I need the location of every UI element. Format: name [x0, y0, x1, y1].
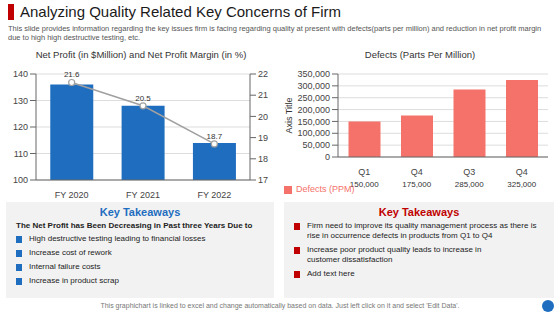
html-text:Defects (Parts Per Million): Defects (Parts Per Million) [364, 49, 476, 60]
svg-text:22: 22 [258, 69, 268, 79]
svg-text:120: 120 [13, 122, 28, 132]
html-text:Firm need to improve its quali: Firm need to improve its quality managem… [307, 221, 537, 240]
svg-text:150,000: 150,000 [297, 117, 330, 127]
html-text:The Net Profit has Been Decrea: The Net Profit has Been Decreasing in Pa… [16, 221, 253, 230]
svg-text:350,000: 350,000 [297, 69, 330, 79]
html-text:Net Profit (in $Million) and N: Net Profit (in $Million) and Net Profit … [35, 49, 247, 60]
html-text:Increase cost of rework: Increase cost of rework [29, 248, 112, 257]
svg-text:Q3: Q3 [463, 167, 475, 177]
svg-text:20.5: 20.5 [135, 94, 151, 103]
html-text:This slide provides informatio: This slide provides information regardin… [8, 24, 542, 42]
svg-text:200,000: 200,000 [297, 105, 330, 115]
html-text:Key Takeaways: Key Takeaways [99, 206, 181, 218]
svg-text:325,000: 325,000 [507, 180, 536, 189]
svg-text:100: 100 [13, 175, 28, 185]
svg-text:300,000: 300,000 [297, 81, 330, 91]
svg-text:19: 19 [258, 133, 268, 143]
svg-text:18.7: 18.7 [207, 132, 223, 141]
svg-text:150,000: 150,000 [350, 180, 379, 189]
svg-text:140: 140 [13, 69, 28, 79]
html-text:Internal failure costs: Internal failure costs [29, 262, 101, 271]
svg-text:Q4: Q4 [411, 167, 423, 177]
svg-text:FY 2020: FY 2020 [55, 190, 89, 198]
svg-text:130: 130 [13, 96, 28, 106]
html-text:Increase in product scrap: Increase in product scrap [29, 276, 119, 285]
svg-text:285,000: 285,000 [455, 180, 484, 189]
svg-text:0: 0 [325, 152, 330, 162]
svg-text:FY 2022: FY 2022 [197, 190, 231, 198]
html-text:Analyzing Quality Related Key: Analyzing Quality Related Key Concerns o… [20, 3, 341, 20]
svg-text:175,000: 175,000 [402, 180, 431, 189]
svg-text:110: 110 [14, 149, 28, 159]
svg-text:21.6: 21.6 [64, 70, 80, 79]
svg-text:17: 17 [258, 175, 268, 185]
svg-text:18: 18 [258, 154, 268, 164]
html-text:Add text here: Add text here [307, 269, 355, 278]
svg-text:50,000: 50,000 [302, 140, 330, 150]
svg-text:FY 2021: FY 2021 [126, 190, 160, 198]
html-text:This graphichart is linked to: This graphichart is linked to excel and … [100, 302, 460, 309]
html-text:Key Takeaways: Key Takeaways [378, 206, 460, 218]
svg-text:Q4: Q4 [516, 167, 528, 177]
svg-text:100,000: 100,000 [297, 128, 330, 138]
svg-text:21: 21 [258, 90, 268, 100]
html-text:Defects (PPM): Defects (PPM) [296, 184, 355, 194]
svg-text:Axis Title: Axis Title [284, 97, 294, 133]
svg-text:Q1: Q1 [358, 167, 370, 177]
html-text:Increase poor product quality: Increase poor product quality leads to i… [307, 245, 482, 264]
html-text:High destructive testing leadi: High destructive testing leading to fina… [29, 234, 206, 243]
svg-text:250,000: 250,000 [297, 93, 330, 103]
svg-text:20: 20 [258, 112, 268, 122]
